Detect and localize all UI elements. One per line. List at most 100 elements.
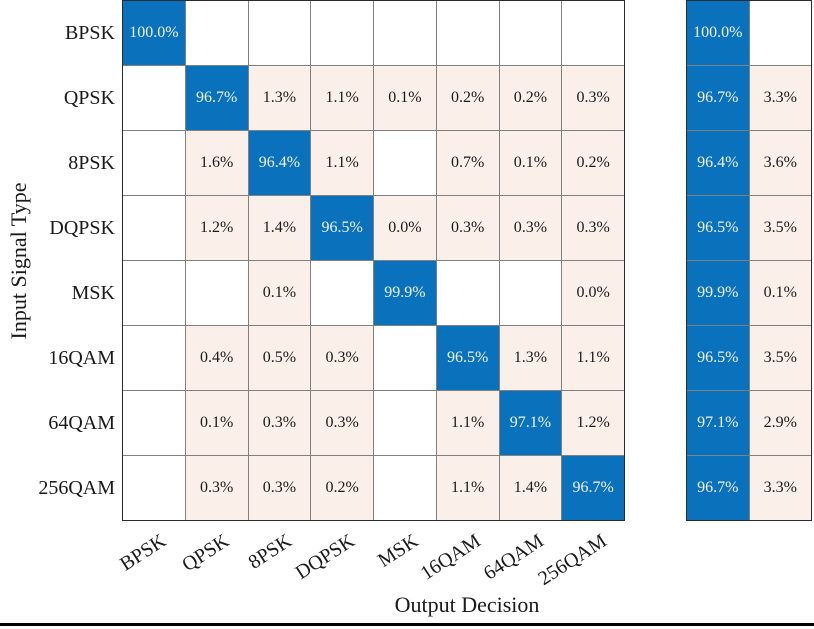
- summary-correct-cell: 99.9%: [687, 261, 749, 325]
- summary-incorrect-cell: [749, 1, 811, 65]
- matrix-cell: 0.7%: [436, 131, 499, 195]
- matrix-cell: 0.2%: [436, 66, 499, 130]
- summary-incorrect-cell: 3.5%: [749, 326, 811, 390]
- matrix-cell: [374, 131, 436, 195]
- matrix-cell: [436, 261, 499, 325]
- matrix-cell: [499, 261, 562, 325]
- y-tick-label: 16QAM: [48, 347, 115, 370]
- x-tick-label: 16QAM: [416, 529, 485, 585]
- matrix-cell: [123, 131, 185, 195]
- matrix-cell: 100.0%: [123, 1, 185, 65]
- matrix-cell: 96.7%: [185, 66, 248, 130]
- matrix-cell: 1.1%: [562, 326, 624, 390]
- matrix-cell: [248, 1, 311, 65]
- matrix-cell: [123, 391, 185, 455]
- matrix-cell: [374, 326, 436, 390]
- matrix-cell: 0.2%: [562, 131, 624, 195]
- matrix-cell: 0.3%: [248, 391, 311, 455]
- matrix-cell: [562, 1, 624, 65]
- summary-correct-cell: 96.5%: [687, 326, 749, 390]
- matrix-cell: 1.1%: [311, 131, 373, 195]
- x-tick-label: 8PSK: [245, 529, 297, 574]
- summary-correct-cell: 96.5%: [687, 196, 749, 260]
- matrix-cell: 1.3%: [248, 66, 311, 130]
- matrix-cell: 1.1%: [311, 66, 373, 130]
- summary-correct-cell: 96.4%: [687, 131, 749, 195]
- matrix-cell: 0.3%: [436, 196, 499, 260]
- matrix-cell: 1.3%: [499, 326, 562, 390]
- y-tick-label: MSK: [71, 282, 115, 305]
- matrix-cell: 1.1%: [436, 391, 499, 455]
- matrix-cell: [185, 1, 248, 65]
- matrix-cell: 96.4%: [248, 131, 311, 195]
- matrix-cell: 0.0%: [562, 261, 624, 325]
- matrix-cell: [374, 1, 436, 65]
- matrix-cell: 0.3%: [311, 391, 373, 455]
- matrix-cell: 0.2%: [311, 456, 373, 520]
- matrix-cell: 99.9%: [374, 261, 436, 325]
- matrix-cell: [311, 1, 373, 65]
- matrix-cell: 97.1%: [499, 391, 562, 455]
- summary-correct-cell: 96.7%: [687, 66, 749, 130]
- x-tick-label: 256QAM: [534, 529, 611, 590]
- matrix-cell: 0.4%: [185, 326, 248, 390]
- y-tick-label: QPSK: [63, 86, 115, 109]
- summary-correct-cell: 100.0%: [687, 1, 749, 65]
- summary-correct-cell: 96.7%: [687, 456, 749, 520]
- x-tick-label: BPSK: [116, 529, 171, 576]
- matrix-cell: 0.1%: [248, 261, 311, 325]
- matrix-cell: 0.3%: [185, 456, 248, 520]
- matrix-cell: 0.1%: [499, 131, 562, 195]
- matrix-cell: [123, 456, 185, 520]
- x-tick-label: QPSK: [178, 529, 234, 577]
- x-tick-label: DQPSK: [292, 529, 360, 584]
- row-summary-grid: 100.0% 96.7% 3.3% 96.4% 3.6% 96.5% 3.5% 99.9% 0.…: [686, 0, 812, 521]
- matrix-cell: [499, 1, 562, 65]
- matrix-cell: 0.3%: [311, 326, 373, 390]
- matrix-cell: 0.0%: [374, 196, 436, 260]
- matrix-cell: 1.6%: [185, 131, 248, 195]
- matrix-cell: [123, 261, 185, 325]
- matrix-cell: 0.3%: [562, 196, 624, 260]
- matrix-cell: 96.5%: [311, 196, 373, 260]
- matrix-cell: 0.3%: [499, 196, 562, 260]
- matrix-cell: 1.4%: [248, 196, 311, 260]
- matrix-cell: [123, 196, 185, 260]
- matrix-cell: [311, 261, 373, 325]
- summary-incorrect-cell: 2.9%: [749, 391, 811, 455]
- y-tick-label: 8PSK: [68, 151, 115, 174]
- matrix-cell: 0.1%: [374, 66, 436, 130]
- summary-incorrect-cell: 3.5%: [749, 196, 811, 260]
- matrix-cell: 0.2%: [499, 66, 562, 130]
- x-tick-label: MSK: [373, 529, 422, 572]
- summary-incorrect-cell: 3.6%: [749, 131, 811, 195]
- y-tick-label: 64QAM: [48, 412, 115, 435]
- matrix-cell: 0.3%: [248, 456, 311, 520]
- matrix-cell: 0.1%: [185, 391, 248, 455]
- matrix-cell: [436, 1, 499, 65]
- matrix-cell: [374, 456, 436, 520]
- matrix-cell: 1.2%: [562, 391, 624, 455]
- y-tick-label: 256QAM: [38, 477, 115, 500]
- x-axis-title: Output Decision: [394, 592, 540, 617]
- y-axis-title: Input Signal Type: [6, 182, 31, 340]
- bottom-rule: [0, 623, 814, 626]
- matrix-cell: 0.5%: [248, 326, 311, 390]
- y-tick-label: BPSK: [64, 21, 115, 44]
- matrix-cell: 1.1%: [436, 456, 499, 520]
- matrix-cell: [185, 261, 248, 325]
- matrix-cell: [123, 66, 185, 130]
- summary-incorrect-cell: 0.1%: [749, 261, 811, 325]
- summary-correct-cell: 97.1%: [687, 391, 749, 455]
- matrix-cell: 96.5%: [436, 326, 499, 390]
- summary-incorrect-cell: 3.3%: [749, 456, 811, 520]
- matrix-cell: 96.7%: [562, 456, 624, 520]
- confusion-matrix-grid: 100.0% 96.7% 1.3% 1.1% 0.1% 0.2% 0.2% 0.3% 1.6% 9…: [122, 0, 625, 521]
- matrix-cell: [123, 326, 185, 390]
- summary-incorrect-cell: 3.3%: [749, 66, 811, 130]
- matrix-cell: 1.4%: [499, 456, 562, 520]
- y-tick-label: DQPSK: [49, 216, 115, 239]
- matrix-cell: 1.2%: [185, 196, 248, 260]
- matrix-cell: [374, 391, 436, 455]
